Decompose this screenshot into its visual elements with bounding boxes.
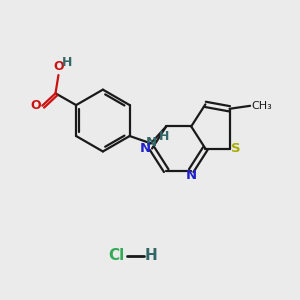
Text: S: S	[231, 142, 241, 155]
Text: N: N	[186, 169, 197, 182]
Text: O: O	[53, 60, 64, 73]
Text: N: N	[140, 142, 151, 155]
Text: N: N	[146, 136, 157, 149]
Text: H: H	[145, 248, 158, 263]
Text: H: H	[62, 56, 73, 69]
Text: Cl: Cl	[108, 248, 124, 263]
Text: CH₃: CH₃	[251, 101, 272, 111]
Text: H: H	[159, 130, 169, 142]
Text: O: O	[31, 99, 41, 112]
